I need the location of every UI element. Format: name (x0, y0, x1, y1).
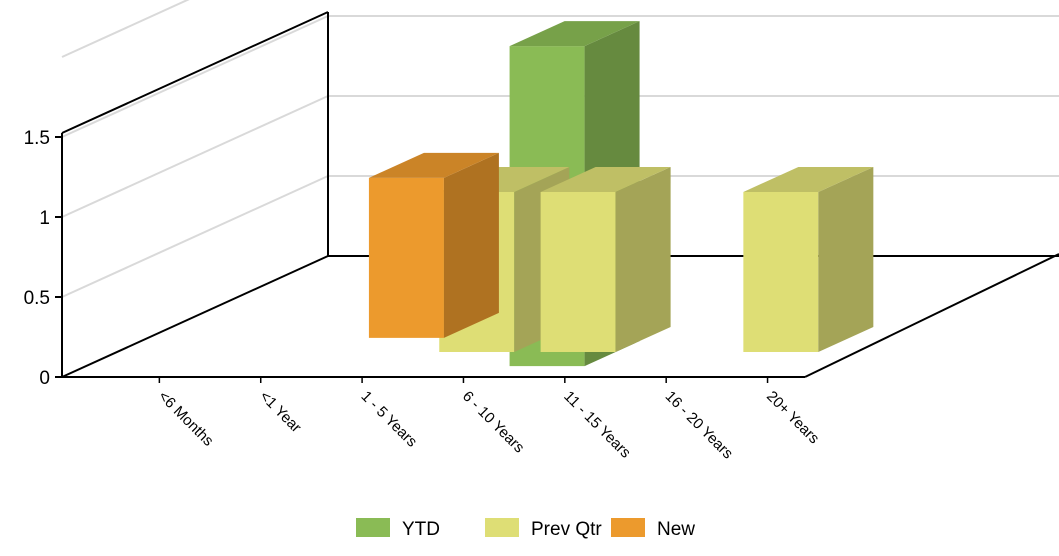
x-tick-label: 11 - 15 Years (560, 388, 634, 462)
bar-ytd-top (509, 21, 640, 47)
bar-prev-qtr-front (540, 191, 616, 352)
x-tick-label: <6 Months (155, 388, 217, 450)
y-tick-label: 1 (39, 208, 50, 229)
legend-swatch-ytd (356, 518, 390, 537)
bar-prev-qtr-side (615, 166, 671, 352)
y-tick-label: 0 (39, 368, 50, 389)
gridline-side (61, 0, 190, 58)
x-tick-label: 20+ Years (763, 388, 823, 448)
gridline-side (61, 15, 329, 138)
legend-label-ytd: YTD (402, 519, 440, 540)
bar-prev-qtr-front (743, 191, 819, 352)
legend-label-prev-qtr: Prev Qtr (531, 519, 602, 540)
x-tick-label: <1 Year (256, 388, 304, 436)
bar-new-front (368, 177, 444, 338)
gridline-side (61, 175, 329, 298)
bar-prev-qtr-top (743, 166, 874, 192)
floor-right-edge (804, 253, 1059, 378)
legend-swatch-new (611, 518, 645, 537)
y-tick-label: 1.5 (24, 128, 50, 149)
x-tick-label: 6 - 10 Years (459, 388, 528, 457)
wall-top-edge (61, 11, 329, 134)
x-tick-label: 1 - 5 Years (358, 388, 421, 451)
gridline-side (61, 95, 329, 218)
legend-swatch-prev-qtr (485, 518, 519, 537)
bar-prev-qtr-top (540, 166, 671, 192)
floor-left-edge (61, 255, 329, 378)
legend-label-new: New (657, 519, 695, 540)
bar-prev-qtr-side (818, 166, 874, 352)
bar-new-side (443, 152, 499, 338)
x-tick-label: 16 - 20 Years (662, 388, 737, 463)
bar-new-top (368, 152, 499, 178)
y-tick-label: 0.5 (24, 288, 50, 309)
